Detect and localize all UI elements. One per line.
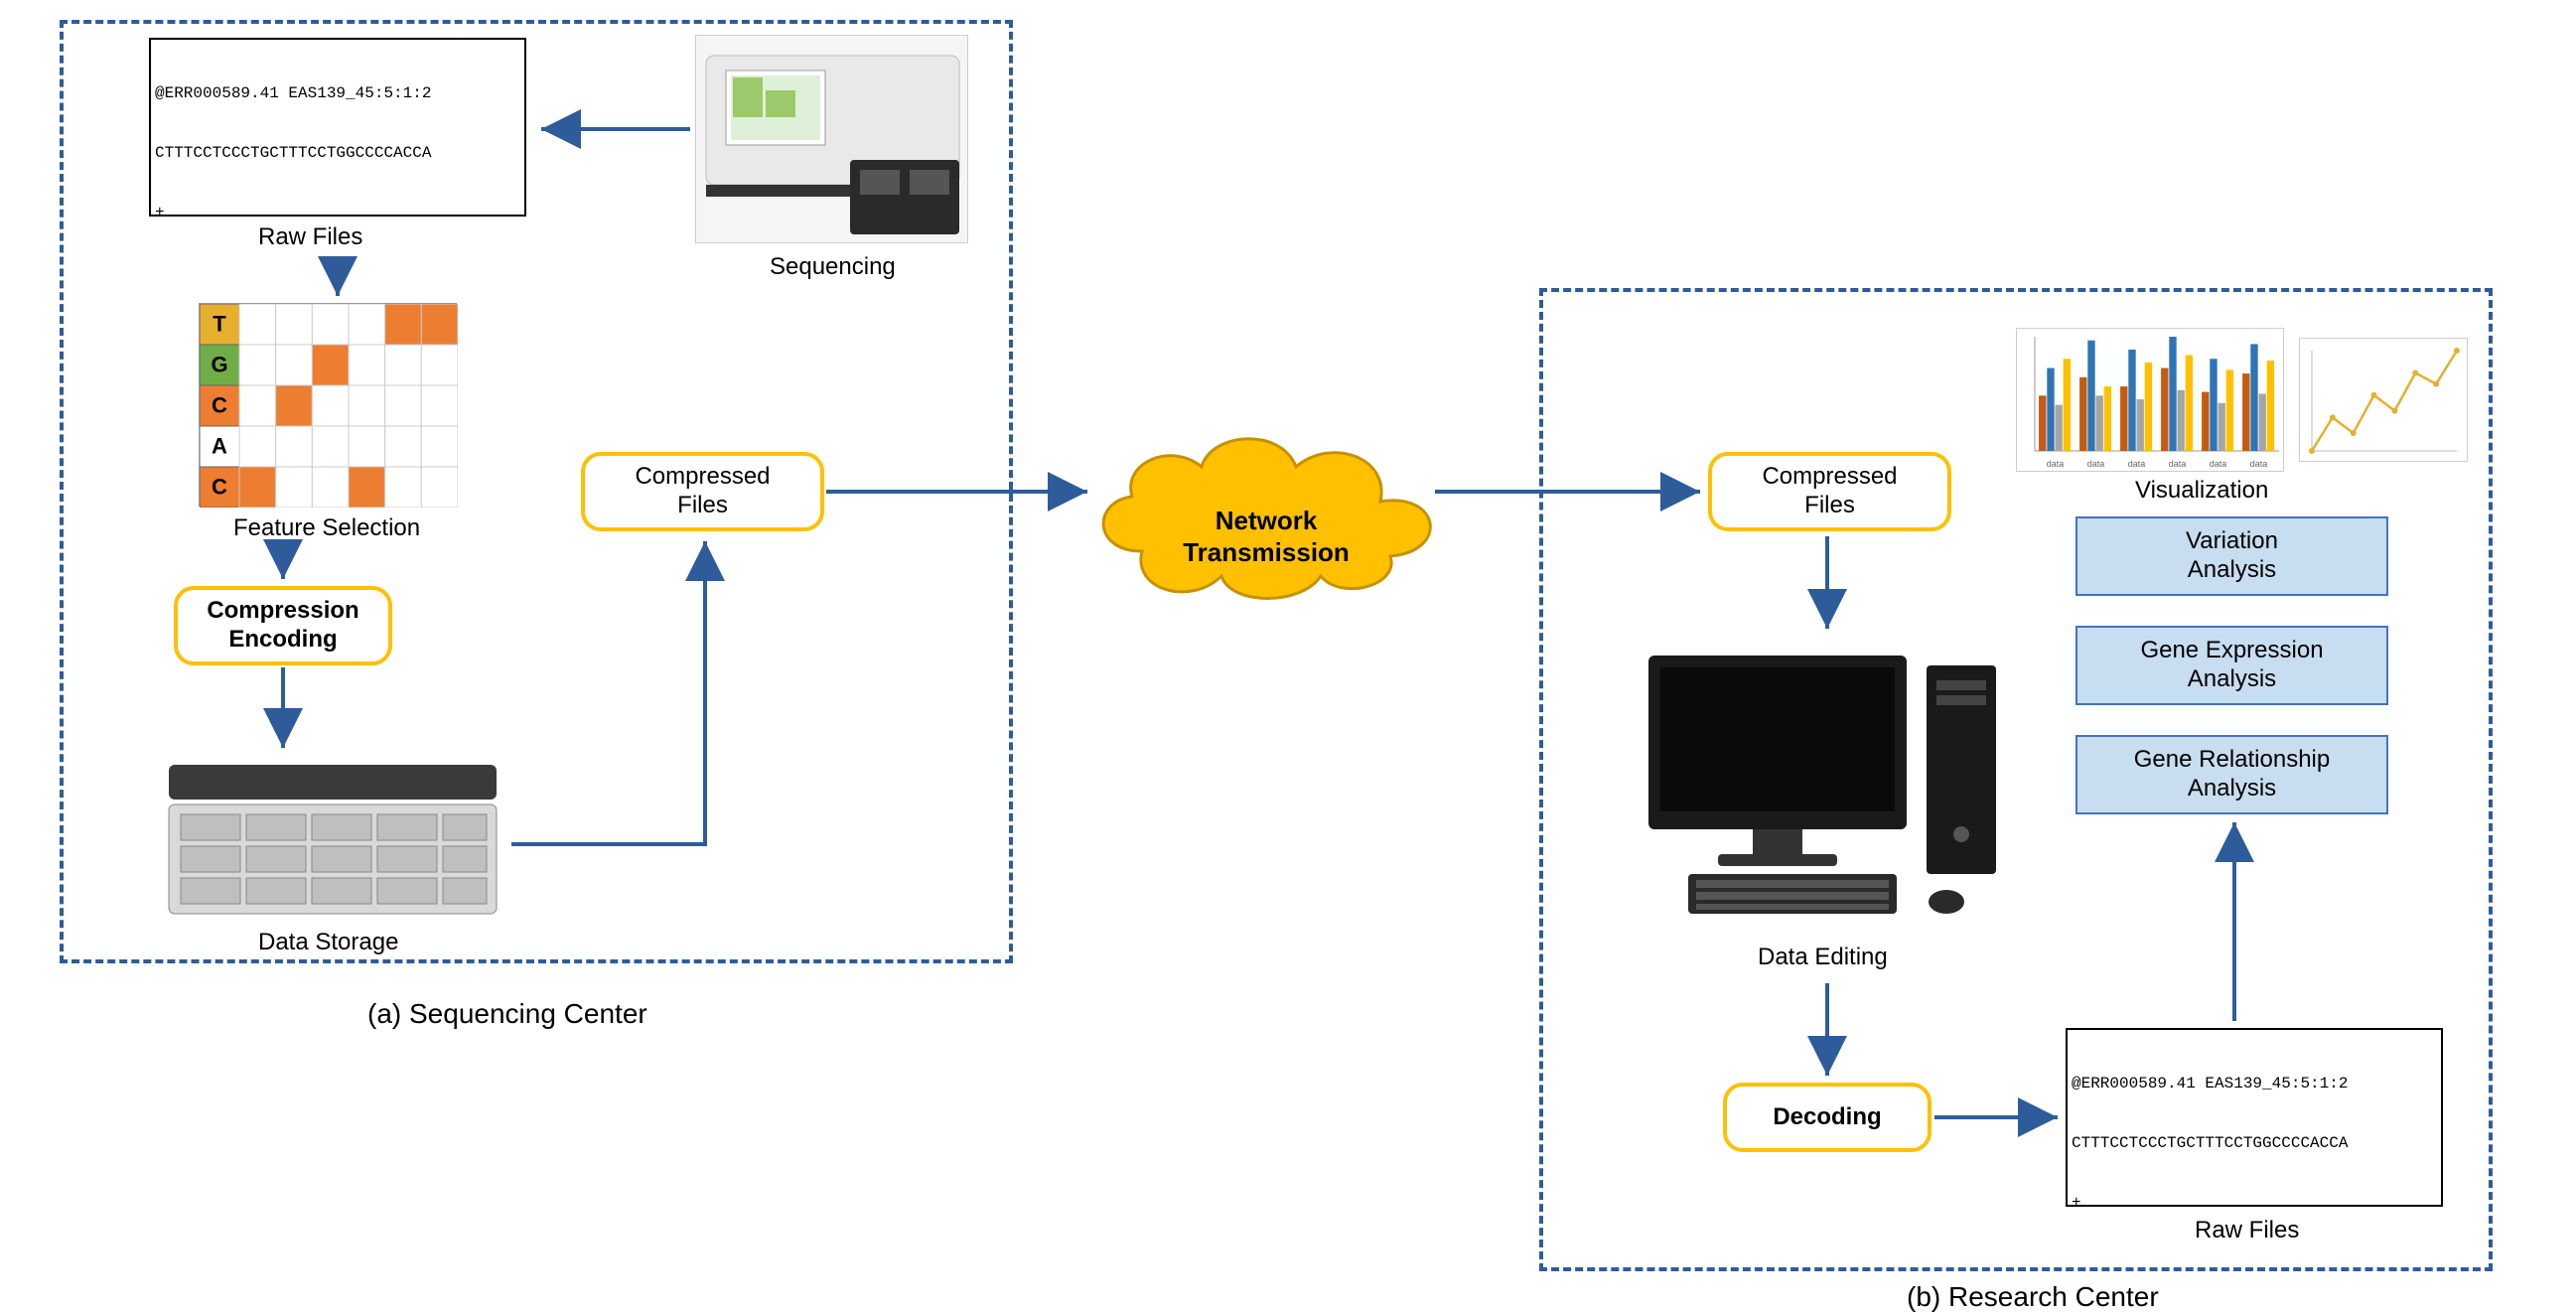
arrows-layer [0,0,2576,1305]
diagram-root: @ERR000589.41 EAS139_45:5:1:2 CTTTCCTCCC… [0,0,2576,1305]
